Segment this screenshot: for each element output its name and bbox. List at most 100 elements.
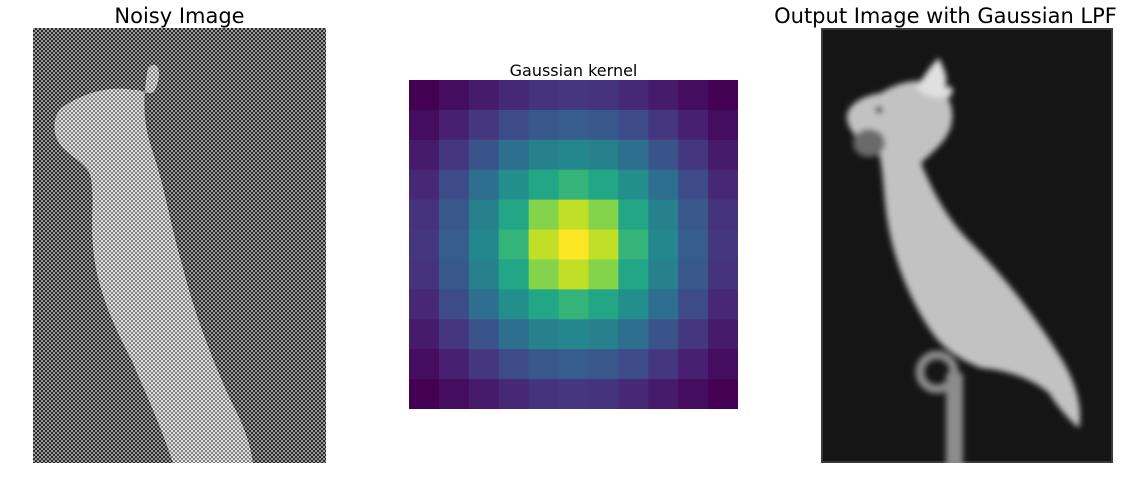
- kernel-cell-6-1: [438, 259, 470, 290]
- kernel-cell-6-4: [528, 259, 560, 290]
- kernel-cell-2-3: [498, 139, 530, 171]
- kernel-cell-6-7: [618, 259, 649, 290]
- bird-foot: [915, 350, 959, 394]
- kernel-cell-8-3: [498, 319, 530, 350]
- kernel-cell-2-7: [618, 139, 649, 171]
- kernel-cell-1-5: [558, 109, 589, 141]
- kernel-cell-3-6: [588, 169, 619, 201]
- kernel-cell-7-1: [438, 289, 470, 320]
- kernel-cell-0-3: [498, 80, 530, 111]
- kernel-cell-4-3: [498, 199, 530, 231]
- perch: [946, 373, 963, 463]
- kernel-cell-1-1: [438, 109, 470, 141]
- kernel-cell-2-5: [558, 139, 589, 171]
- kernel-cell-3-8: [648, 169, 679, 201]
- kernel-cell-4-0: [409, 199, 440, 231]
- kernel-cell-4-4: [528, 199, 560, 231]
- kernel-cell-9-8: [648, 349, 679, 380]
- kernel-cell-5-7: [618, 229, 649, 260]
- kernel-cell-8-6: [588, 319, 619, 350]
- kernel-cell-0-4: [528, 80, 560, 111]
- kernel-cell-9-9: [678, 349, 709, 380]
- kernel-cell-4-10: [708, 199, 738, 231]
- kernel-cell-6-10: [708, 259, 738, 290]
- kernel-cell-3-3: [498, 169, 530, 201]
- kernel-cell-7-8: [648, 289, 679, 320]
- kernel-cell-0-0: [409, 80, 440, 111]
- kernel-cell-4-6: [588, 199, 619, 231]
- kernel-cell-0-2: [468, 80, 500, 111]
- kernel-cell-2-6: [588, 139, 619, 171]
- kernel-cell-9-7: [618, 349, 649, 380]
- kernel-cell-10-4: [528, 379, 560, 409]
- kernel-cell-10-10: [708, 379, 738, 409]
- kernel-cell-1-9: [678, 109, 709, 141]
- kernel-cell-10-0: [409, 379, 440, 409]
- kernel-cell-7-6: [588, 289, 619, 320]
- kernel-cell-0-9: [678, 80, 709, 111]
- kernel-cell-4-5: [558, 199, 589, 231]
- kernel-cell-0-8: [648, 80, 679, 111]
- kernel-cell-5-8: [648, 229, 679, 260]
- kernel-cell-5-9: [678, 229, 709, 260]
- kernel-cell-1-4: [528, 109, 560, 141]
- kernel-cell-3-1: [438, 169, 470, 201]
- kernel-cell-6-8: [648, 259, 679, 290]
- kernel-cell-1-10: [708, 109, 738, 141]
- kernel-cell-0-6: [588, 80, 619, 111]
- kernel-cell-5-1: [438, 229, 470, 260]
- kernel-cell-1-2: [468, 109, 500, 141]
- kernel-cell-9-3: [498, 349, 530, 380]
- kernel-cell-8-1: [438, 319, 470, 350]
- kernel-cell-0-7: [618, 80, 649, 111]
- kernel-cell-8-8: [648, 319, 679, 350]
- kernel-cell-7-5: [558, 289, 589, 320]
- kernel-cell-9-6: [588, 349, 619, 380]
- kernel-cell-7-2: [468, 289, 500, 320]
- kernel-cell-9-4: [528, 349, 560, 380]
- kernel-cell-3-2: [468, 169, 500, 201]
- kernel-cell-2-1: [438, 139, 470, 171]
- kernel-cell-8-2: [468, 319, 500, 350]
- kernel-cell-5-6: [588, 229, 619, 260]
- kernel-cell-1-6: [588, 109, 619, 141]
- kernel-cell-4-8: [648, 199, 679, 231]
- bird-eye: [875, 106, 883, 114]
- kernel-cell-0-1: [438, 80, 470, 111]
- kernel-cell-6-0: [409, 259, 440, 290]
- kernel-cell-6-5: [558, 259, 589, 290]
- kernel-title: Gaussian kernel: [509, 61, 638, 80]
- output-image: [821, 28, 1113, 463]
- kernel-cell-3-5: [558, 169, 589, 201]
- kernel-cell-3-7: [618, 169, 649, 201]
- kernel-cell-2-4: [528, 139, 560, 171]
- kernel-cell-4-7: [618, 199, 649, 231]
- kernel-cell-2-0: [409, 139, 440, 171]
- kernel-cell-5-2: [468, 229, 500, 260]
- kernel-cell-9-2: [468, 349, 500, 380]
- kernel-cell-1-8: [648, 109, 679, 141]
- kernel-cell-3-0: [409, 169, 440, 201]
- kernel-cell-10-5: [558, 379, 589, 409]
- kernel-cell-4-9: [678, 199, 709, 231]
- kernel-cell-10-2: [468, 379, 500, 409]
- kernel-cell-5-10: [708, 229, 738, 260]
- kernel-cell-10-8: [648, 379, 679, 409]
- kernel-cell-8-0: [409, 319, 440, 350]
- output-image-title: Output Image with Gaussian LPF: [774, 4, 1117, 28]
- kernel-cell-3-4: [528, 169, 560, 201]
- kernel-cell-8-5: [558, 319, 589, 350]
- kernel-cell-7-4: [528, 289, 560, 320]
- kernel-cell-10-6: [588, 379, 619, 409]
- gaussian-kernel-heatmap: [409, 80, 738, 409]
- bird-face: [853, 129, 885, 157]
- kernel-cell-6-2: [468, 259, 500, 290]
- kernel-cell-4-1: [438, 199, 470, 231]
- kernel-cell-0-10: [708, 80, 738, 111]
- kernel-cell-1-3: [498, 109, 530, 141]
- kernel-cell-8-10: [708, 319, 738, 350]
- kernel-cell-9-10: [708, 349, 738, 380]
- bird-crest: [916, 58, 953, 98]
- kernel-cell-10-9: [678, 379, 709, 409]
- kernel-cell-2-2: [468, 139, 500, 171]
